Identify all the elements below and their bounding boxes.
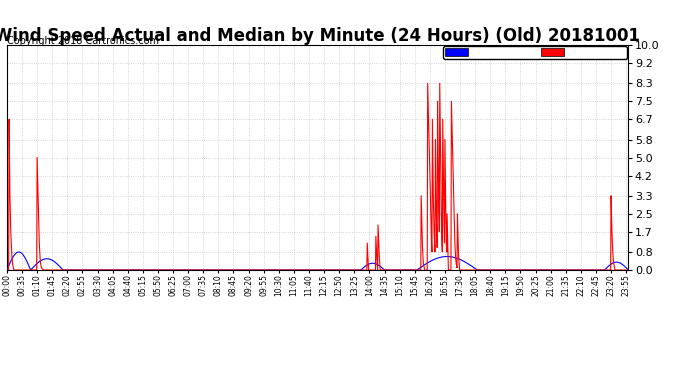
Text: Copyright 2018 Cartronics.com: Copyright 2018 Cartronics.com [7,36,159,46]
Legend: Median (mph), Wind (mph): Median (mph), Wind (mph) [444,46,627,58]
Title: Wind Speed Actual and Median by Minute (24 Hours) (Old) 20181001: Wind Speed Actual and Median by Minute (… [0,27,640,45]
